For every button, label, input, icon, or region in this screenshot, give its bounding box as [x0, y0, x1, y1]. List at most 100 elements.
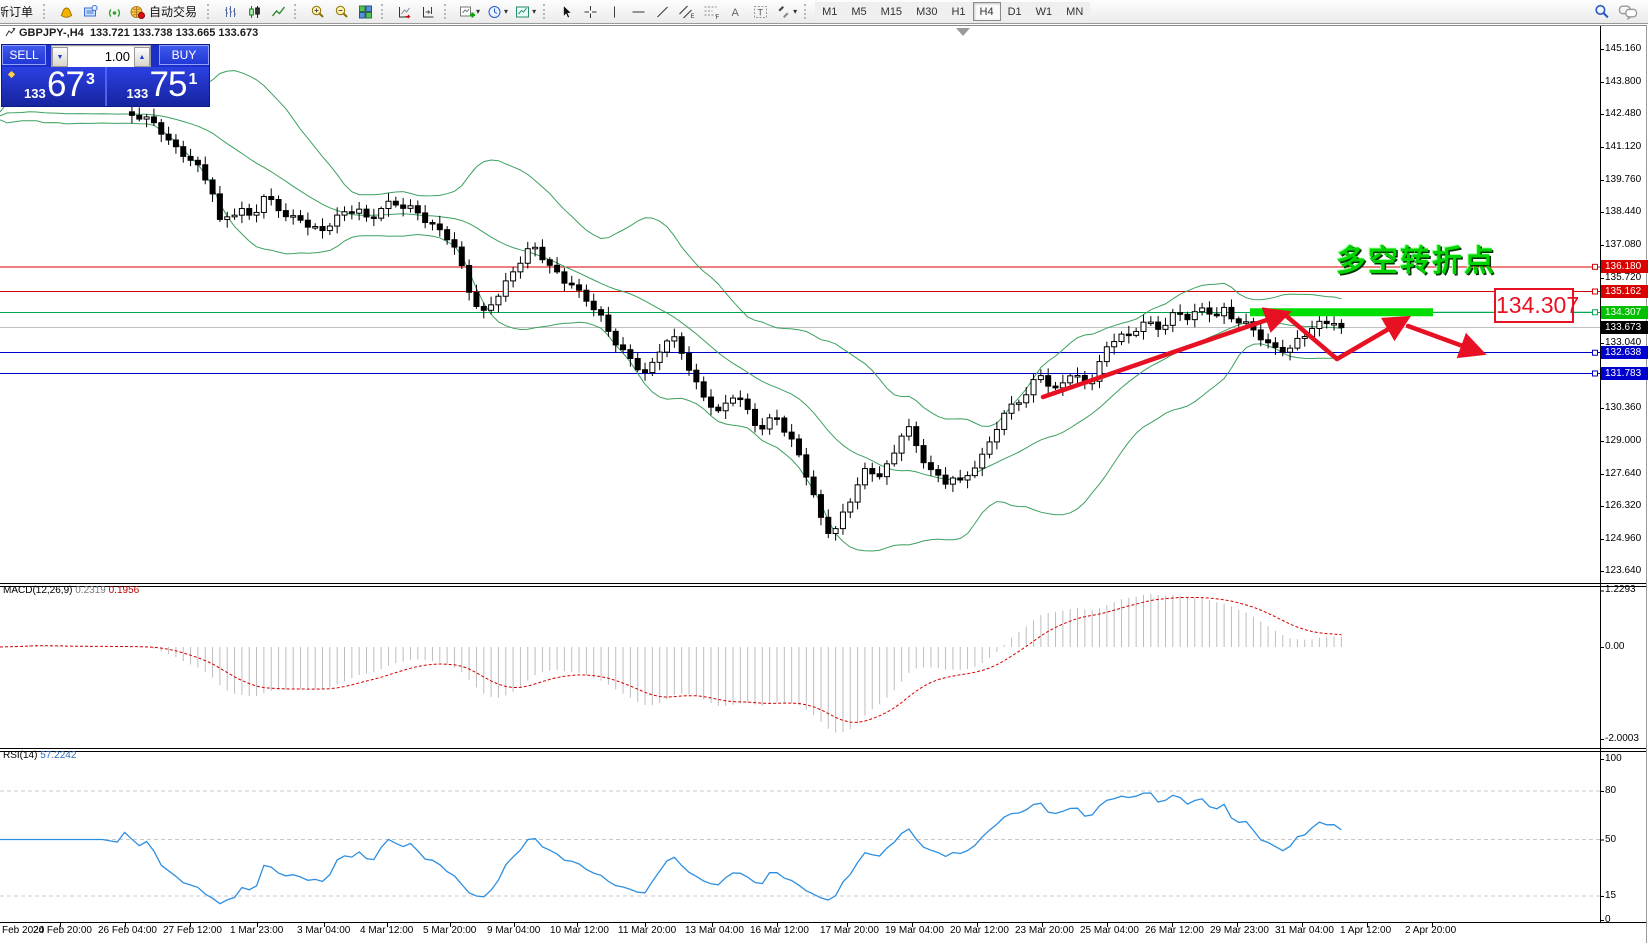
tf-m30[interactable]: M30	[909, 2, 945, 21]
toolbar-grip[interactable]	[207, 4, 215, 19]
chart-window[interactable]	[0, 23, 1648, 944]
buy-button[interactable]: BUY	[159, 45, 209, 65]
toolbar-grip[interactable]	[444, 4, 452, 19]
arrows-button[interactable]: ▾	[772, 1, 800, 22]
quote-open: 133.721	[89, 27, 130, 39]
tf-m1[interactable]: M1	[815, 2, 845, 21]
auto-scroll-button[interactable]	[392, 1, 416, 22]
sell-price-prefix: 133	[24, 86, 46, 101]
tf-mn[interactable]: MN	[1059, 2, 1091, 21]
tf-d1[interactable]: D1	[1000, 2, 1029, 21]
cursor-button[interactable]	[554, 1, 578, 22]
symbol-quote-line: GBPJPY-,H4 133.721 133.738 133.665 133.6…	[5, 27, 258, 39]
signal-icon	[108, 8, 120, 17]
toolbar-grip[interactable]	[543, 4, 551, 19]
macd-indicator-label: MACD(12,26,9) 0.2319 0.1956	[3, 585, 139, 596]
quote-symbol: GBPJPY-,H4	[19, 27, 84, 39]
quote-low: 133.665	[175, 27, 216, 39]
zoom-in-icon	[311, 5, 324, 18]
price-tag-box[interactable]: 134.307	[1494, 288, 1579, 323]
sell-price-display[interactable]: 133 67 3	[2, 65, 105, 106]
templates-button[interactable]: ▾	[511, 1, 539, 22]
sell-price-main: 67	[47, 65, 85, 104]
candlestick-chart-icon	[248, 5, 260, 18]
data-center-button[interactable]	[78, 1, 102, 22]
sell-button[interactable]: SELL	[2, 45, 46, 65]
toolbar-grip[interactable]	[294, 4, 302, 19]
triangle-down-icon: ▼	[56, 53, 64, 61]
toolbar-grip[interactable]	[804, 4, 812, 19]
chevron-down-icon: ▾	[504, 7, 509, 16]
quote-close: 133.673	[218, 27, 259, 39]
periods-button[interactable]: ▾	[483, 1, 511, 22]
arrows-icon	[778, 5, 789, 18]
volume-decrease-button[interactable]: ▼	[52, 47, 68, 67]
chevron-down-icon: ▾	[532, 7, 537, 16]
turning-point-annotation[interactable]: 多空转折点	[1336, 245, 1496, 278]
tile-windows-icon	[358, 5, 372, 18]
rsi-name: RSI(14)	[3, 750, 38, 761]
template-icon	[516, 6, 530, 17]
chat-bubbles-icon	[1618, 5, 1638, 20]
volume-increase-button[interactable]: ▲	[134, 47, 150, 67]
chart-shift-button[interactable]	[416, 1, 440, 22]
rsi-indicator-label: RSI(14) 57.2242	[3, 750, 76, 761]
gold-pouch-icon	[60, 7, 72, 18]
fibonacci-button[interactable]: F	[699, 1, 724, 22]
equidistant-channel-icon: E	[679, 5, 695, 20]
chart-shift-icon	[422, 6, 434, 17]
chat-button[interactable]	[1614, 1, 1642, 22]
tf-w1[interactable]: W1	[1028, 2, 1060, 21]
rsi-value: 57.2242	[40, 750, 77, 761]
svg-text:F: F	[716, 15, 720, 20]
horizontal-line-button[interactable]	[626, 1, 650, 22]
data-center-icon	[83, 4, 98, 16]
svg-text:A: A	[732, 7, 740, 19]
horizontal-line-icon	[632, 11, 645, 12]
autotrade-button[interactable]: 自动交易	[126, 1, 203, 22]
autotrade-label: 自动交易	[149, 5, 198, 19]
main-toolbar: 新订单 自动交易	[0, 0, 1648, 24]
bar-chart-button[interactable]	[218, 1, 242, 22]
tf-h4[interactable]: H4	[972, 2, 1001, 21]
crosshair-button[interactable]	[578, 1, 602, 22]
text-a-icon: A	[732, 7, 740, 19]
text-label-icon: T	[753, 5, 767, 18]
tf-m15[interactable]: M15	[873, 2, 910, 21]
toolbar-grip[interactable]	[381, 4, 389, 19]
vertical-line-button[interactable]	[602, 1, 626, 22]
buy-price-main: 75	[149, 65, 188, 104]
zoom-out-button[interactable]	[329, 1, 353, 22]
zoom-in-button[interactable]	[305, 1, 329, 22]
tile-windows-button[interactable]	[353, 1, 377, 22]
signal-button[interactable]	[102, 1, 126, 22]
clock-icon	[488, 5, 501, 18]
sell-price-pip: 3	[86, 71, 95, 88]
volume-input[interactable]: 1.00	[68, 47, 134, 67]
line-chart-button[interactable]	[266, 1, 290, 22]
search-button[interactable]	[1590, 1, 1614, 22]
cursor-icon	[562, 4, 572, 18]
equidistant-channel-button[interactable]: E	[674, 1, 699, 22]
tf-h1[interactable]: H1	[944, 2, 973, 21]
toolbar-grip[interactable]	[43, 4, 51, 19]
new-chart-button[interactable]: ▾	[455, 1, 483, 22]
svg-text:T: T	[757, 7, 763, 17]
chart-symbol-icon	[5, 27, 16, 37]
new-order-button[interactable]: 新订单	[0, 1, 39, 22]
tf-m5[interactable]: M5	[844, 2, 874, 21]
chevron-down-icon: ▾	[793, 7, 798, 16]
gold-pouch-button[interactable]	[54, 1, 78, 22]
text-label-button[interactable]: T	[748, 1, 772, 22]
trendline-button[interactable]	[650, 1, 674, 22]
svg-text:E: E	[691, 14, 695, 20]
line-chart-icon	[271, 6, 285, 16]
buy-price-pip: 1	[188, 71, 198, 88]
candlestick-chart-button[interactable]	[242, 1, 266, 22]
timeframe-group: M1 M5 M15 M30 H1 H4 D1 W1 MN	[815, 2, 1091, 21]
buy-price-display[interactable]: 133 75 1	[104, 65, 209, 106]
fibonacci-icon: F	[704, 6, 720, 20]
text-button[interactable]: A	[724, 1, 748, 22]
